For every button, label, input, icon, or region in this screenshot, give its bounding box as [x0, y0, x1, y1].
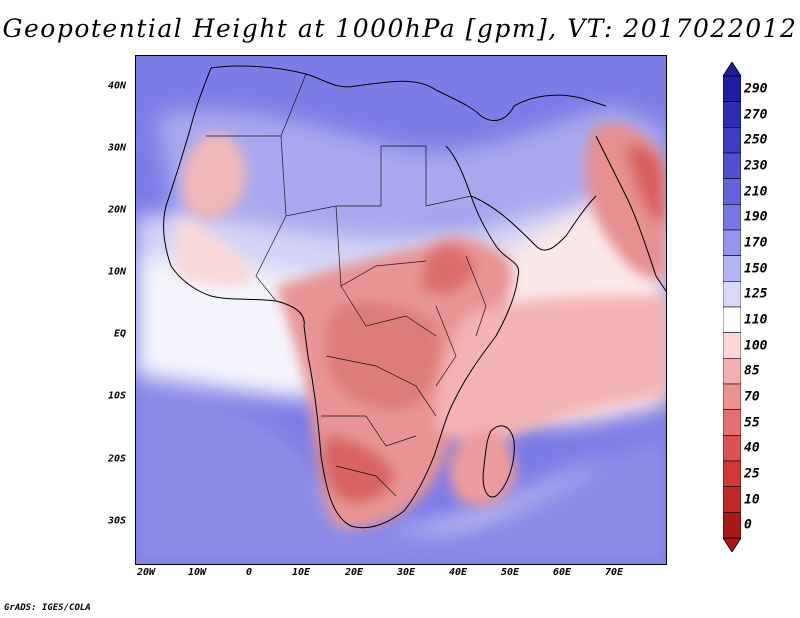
legend-swatch [723, 512, 741, 539]
legend-swatch [723, 383, 741, 410]
legend-swatch [723, 127, 741, 154]
lon-label-10e: 10E [291, 567, 311, 578]
lon-label-30e: 30E [396, 567, 416, 578]
legend-label: 85 [744, 363, 760, 379]
legend-label: 110 [744, 312, 768, 328]
legend-label: 270 [744, 107, 768, 122]
legend-swatch [723, 435, 741, 462]
lon-label-20e: 20E [344, 567, 364, 578]
borders [206, 73, 487, 497]
legend-label: 0 [744, 517, 752, 533]
legend-swatch [723, 281, 741, 308]
legend-label: 40 [744, 440, 760, 456]
legend-label: 170 [744, 235, 768, 251]
lon-label-20w: 20W [136, 567, 156, 578]
legend-label: 55 [744, 415, 760, 430]
legend-bottom-arrow [723, 537, 741, 552]
legend-swatch [723, 306, 741, 333]
legend-label: 25 [744, 466, 760, 482]
legend-swatch [723, 204, 741, 231]
legend-swatch [723, 101, 741, 128]
legend-label: 150 [744, 261, 768, 276]
legend-swatch [723, 178, 741, 205]
lon-label-10w: 10W [187, 567, 207, 578]
lat-label-30s: 30S [107, 515, 126, 527]
lon-label-40e: 40E [448, 567, 468, 578]
lat-label-40n: 40N [107, 80, 126, 92]
lon-label-70e: 70E [604, 567, 624, 578]
legend-label: 290 [744, 81, 768, 97]
legend-swatch [723, 486, 741, 513]
legend-label: 125 [744, 286, 768, 302]
map-title: Geopotential Height at 1000hPa [gpm], VT… [2, 14, 798, 43]
lat-label-30n: 30N [107, 142, 126, 154]
legend-label: 210 [744, 184, 768, 199]
legend-swatch [723, 409, 741, 436]
lat-label-10s: 10S [107, 390, 126, 402]
legend-swatch [723, 332, 741, 359]
lat-label-eq: EQ [113, 328, 126, 340]
map-panel[interactable] [135, 55, 667, 565]
lat-label-20s: 20S [107, 453, 126, 465]
legend-label: 250 [744, 132, 768, 148]
legend-label: 100 [744, 338, 768, 353]
legend-label: 70 [744, 389, 760, 405]
lon-label-0: 0 [245, 567, 253, 578]
lon-label-50e: 50E [500, 567, 520, 578]
legend-top-arrow [723, 62, 741, 77]
color-legend [723, 62, 741, 552]
lat-label-10n: 10N [107, 266, 126, 278]
grads-credit: GrADS: IGES/COLA [4, 603, 91, 613]
legend-swatch [723, 229, 741, 256]
legend-swatch [723, 75, 741, 102]
geopotential-field [136, 56, 666, 564]
legend-label: 190 [744, 209, 768, 225]
legend-label: 10 [744, 492, 760, 507]
legend-swatch [723, 152, 741, 179]
legend-label: 230 [744, 158, 768, 174]
lat-label-20n: 20N [107, 204, 126, 216]
legend-swatch [723, 255, 741, 282]
legend-swatch [723, 460, 741, 487]
lon-label-60e: 60E [552, 567, 572, 578]
legend-swatch [723, 358, 741, 385]
